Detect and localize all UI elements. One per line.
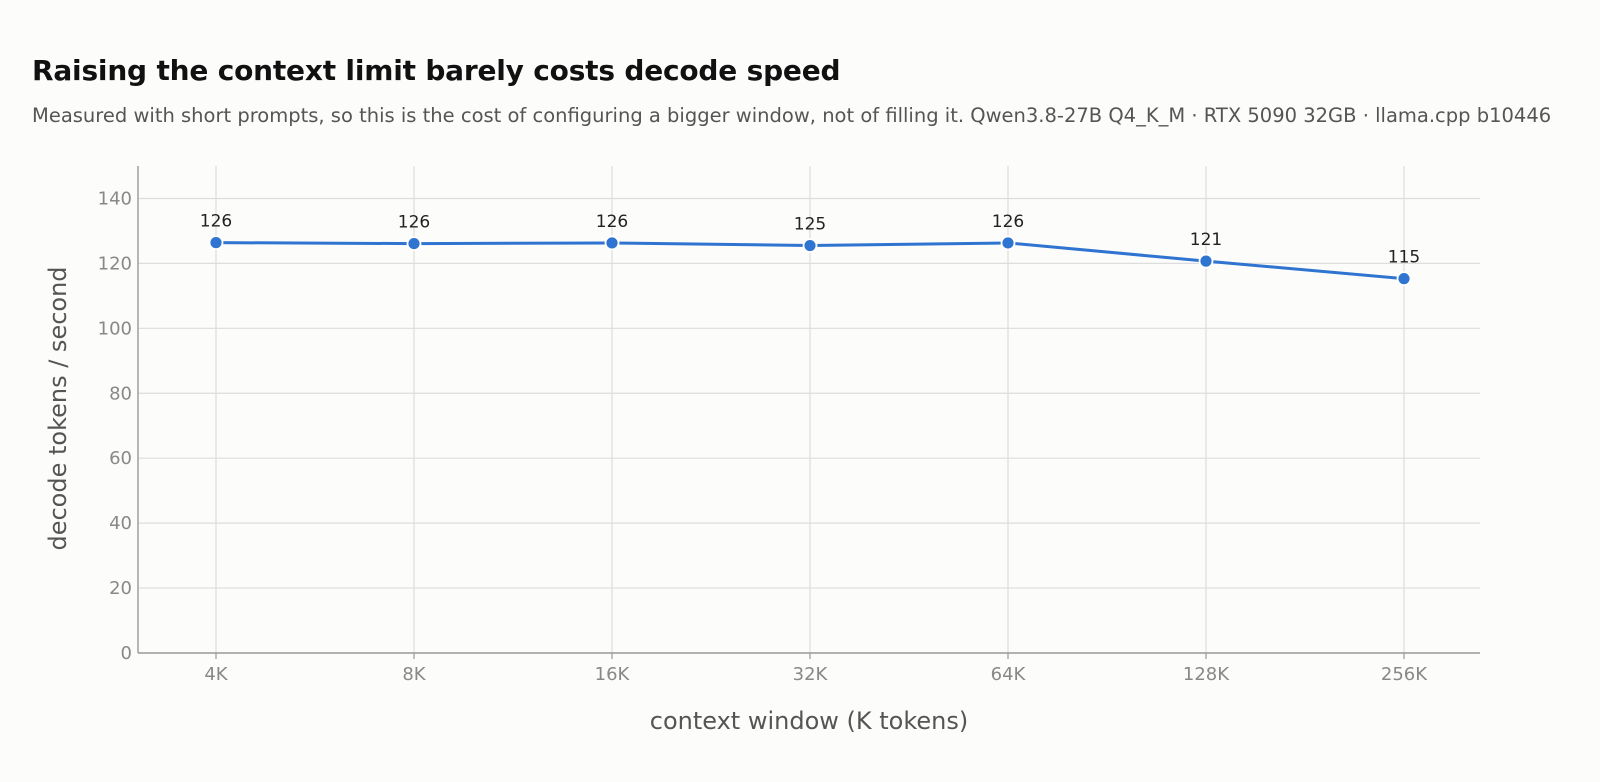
x-tick-label: 16K <box>595 664 631 685</box>
y-tick-label: 80 <box>109 383 132 404</box>
x-tick-label: 32K <box>793 664 829 685</box>
data-point <box>1000 235 1016 251</box>
data-point <box>208 235 224 251</box>
data-labels: 126 126 126 125 126 121 115 <box>200 212 1420 268</box>
data-label: 126 <box>596 212 628 232</box>
data-point <box>406 236 422 251</box>
chart-title: Raising the context limit barely costs d… <box>32 54 841 87</box>
data-point <box>1396 271 1412 287</box>
y-tick-label: 140 <box>98 188 132 209</box>
x-axis-title: context window (K tokens) <box>650 707 968 735</box>
data-point <box>802 238 818 253</box>
data-point <box>604 235 620 251</box>
data-label: 115 <box>1388 248 1420 268</box>
x-tick-label: 4K <box>204 664 228 685</box>
x-tick-label: 128K <box>1183 664 1230 685</box>
data-label: 126 <box>398 213 430 233</box>
x-tick-label: 64K <box>991 664 1027 685</box>
y-tick-label: 120 <box>98 253 132 274</box>
x-tick-label: 8K <box>402 664 426 685</box>
y-tick-label: 20 <box>109 578 132 599</box>
data-label: 126 <box>200 212 232 232</box>
y-tick-label: 40 <box>109 513 132 534</box>
y-tick-label: 60 <box>109 448 132 469</box>
chart-subtitle: Measured with short prompts, so this is … <box>32 104 1552 127</box>
data-label: 125 <box>794 215 826 235</box>
axes: 0 20 40 60 80 100 120 140 4K 8K 16K 32K 64K 128K 256K <box>98 166 1480 685</box>
y-tick-label: 100 <box>98 318 132 339</box>
y-tick-label: 0 <box>121 643 132 664</box>
data-point <box>1198 253 1214 269</box>
x-tick-label: 256K <box>1381 664 1428 685</box>
series-decode-speed <box>208 235 1412 287</box>
data-label: 126 <box>992 212 1024 232</box>
y-axis-title: decode tokens / second <box>44 266 72 550</box>
data-label: 121 <box>1190 230 1222 250</box>
